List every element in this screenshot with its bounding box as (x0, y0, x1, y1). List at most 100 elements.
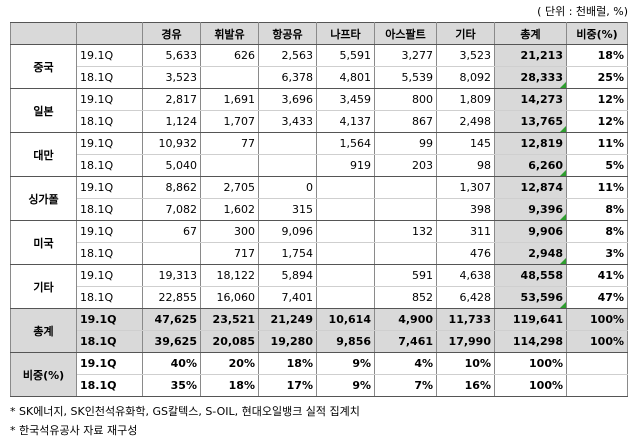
total-cell: 53,596 (494, 286, 567, 309)
value-cell: 98 (436, 154, 495, 177)
comment-marker-icon (560, 302, 566, 308)
total-cell: 48,558 (494, 264, 567, 287)
total-cell: 12,819 (494, 132, 567, 155)
value-cell: 20,085 (200, 330, 259, 353)
share-cell (566, 374, 628, 397)
value-cell: 9% (316, 374, 375, 397)
value-cell: 2,563 (258, 44, 317, 67)
value-cell: 9,856 (316, 330, 375, 353)
table-row: 대만 19.1Q 10,932 77 1,564 99 145 12,819 11% (10, 132, 628, 177)
value-cell (200, 154, 259, 177)
value-cell: 35% (142, 374, 201, 397)
comment-marker-icon (560, 214, 566, 220)
table-row: 18.1Q 35% 18% 17% 9% 7% 16% 100% (11, 374, 628, 397)
value-cell: 8,862 (142, 176, 201, 199)
value-cell: 1,754 (258, 242, 317, 265)
value-cell (258, 132, 317, 155)
share-cell: 25% (566, 66, 628, 89)
value-cell: 16% (436, 374, 495, 397)
period-cell: 18.1Q (76, 198, 143, 221)
table-row: 18.1Q 39,625 20,085 19,280 9,856 7,461 17,990 1… (11, 330, 628, 353)
value-cell (374, 242, 437, 265)
value-cell: 6,428 (436, 286, 495, 309)
value-cell: 8,092 (436, 66, 495, 89)
total-cell: 114,298 (494, 330, 567, 353)
value-cell: 867 (374, 110, 437, 133)
total-cell: 9,396 (494, 198, 567, 221)
value-cell: 626 (200, 44, 259, 67)
value-cell: 203 (374, 154, 437, 177)
period-cell: 18.1Q (76, 242, 143, 265)
table-row: 18.1Q 7,082 1,602 315 398 9,396 8% (11, 198, 628, 221)
value-cell: 5,040 (142, 154, 201, 177)
total-cell: 119,641 (494, 308, 567, 331)
value-cell: 300 (200, 220, 259, 243)
group-label: 비중(%) (10, 352, 77, 397)
comment-marker-icon (560, 170, 566, 176)
share-cell: 11% (566, 132, 628, 155)
group-label: 일본 (10, 88, 77, 133)
value-cell (316, 286, 375, 309)
value-cell: 11,733 (436, 308, 495, 331)
value-cell: 3,277 (374, 44, 437, 67)
comment-marker-icon (560, 258, 566, 264)
value-cell: 2,817 (142, 88, 201, 111)
table-row: 기타 19.1Q 19,313 18,122 5,894 591 4,638 48,558 41… (10, 264, 628, 309)
value-cell: 5,894 (258, 264, 317, 287)
export-table: 경유 휘발유 항공유 나프타 아스팔트 기타 총계 비중(%) 중국 19.1Q 5,633 626… (10, 22, 628, 397)
table-row: 18.1Q 3,523 6,378 4,801 5,539 8,092 28,333 25% (11, 66, 628, 89)
value-cell: 4% (374, 352, 437, 375)
period-cell: 18.1Q (76, 286, 143, 309)
value-cell: 4,638 (436, 264, 495, 287)
value-cell: 3,523 (436, 44, 495, 67)
column-header: 경유 (142, 22, 201, 45)
value-cell (316, 264, 375, 287)
value-cell: 145 (436, 132, 495, 155)
group-label: 미국 (10, 220, 77, 265)
value-cell: 2,498 (436, 110, 495, 133)
column-header: 아스팔트 (374, 22, 437, 45)
total-cell: 12,874 (494, 176, 567, 199)
value-cell: 717 (200, 242, 259, 265)
footnote: * 한국석유공사 자료 재구성 (10, 424, 138, 437)
share-cell: 5% (566, 154, 628, 177)
value-cell: 17% (258, 374, 317, 397)
column-header: 나프타 (316, 22, 375, 45)
value-cell: 3,433 (258, 110, 317, 133)
period-cell: 19.1Q (76, 132, 143, 155)
value-cell: 1,564 (316, 132, 375, 155)
period-cell: 18.1Q (76, 66, 143, 89)
column-header: 비중(%) (566, 22, 628, 45)
value-cell: 800 (374, 88, 437, 111)
share-cell: 3% (566, 242, 628, 265)
value-cell: 19,280 (258, 330, 317, 353)
value-cell: 21,249 (258, 308, 317, 331)
value-cell: 1,691 (200, 88, 259, 111)
table-row: 18.1Q 22,855 16,060 7,401 852 6,428 53,596 47% (11, 286, 628, 309)
value-cell: 7,401 (258, 286, 317, 309)
value-cell: 0 (258, 176, 317, 199)
value-cell: 6,378 (258, 66, 317, 89)
comment-marker-icon (560, 82, 566, 88)
value-cell: 9% (316, 352, 375, 375)
value-cell (316, 176, 375, 199)
table-row: 일본 19.1Q 2,817 1,691 3,696 3,459 800 1,809 14,27… (10, 88, 628, 133)
value-cell (200, 66, 259, 89)
value-cell: 3,523 (142, 66, 201, 89)
header-row: 경유 휘발유 항공유 나프타 아스팔트 기타 총계 비중(%) (10, 22, 628, 45)
table-row: 18.1Q 717 1,754 476 2,948 3% (11, 242, 628, 265)
share-cell: 47% (566, 286, 628, 309)
value-cell: 4,137 (316, 110, 375, 133)
value-cell: 1,602 (200, 198, 259, 221)
value-cell: 18% (258, 352, 317, 375)
value-cell: 10,614 (316, 308, 375, 331)
column-header: 휘발유 (200, 22, 259, 45)
total-cell: 14,273 (494, 88, 567, 111)
value-cell: 10% (436, 352, 495, 375)
column-header: 기타 (436, 22, 495, 45)
value-cell: 7% (374, 374, 437, 397)
value-cell (316, 220, 375, 243)
value-cell: 1,809 (436, 88, 495, 111)
value-cell: 18,122 (200, 264, 259, 287)
value-cell: 5,591 (316, 44, 375, 67)
